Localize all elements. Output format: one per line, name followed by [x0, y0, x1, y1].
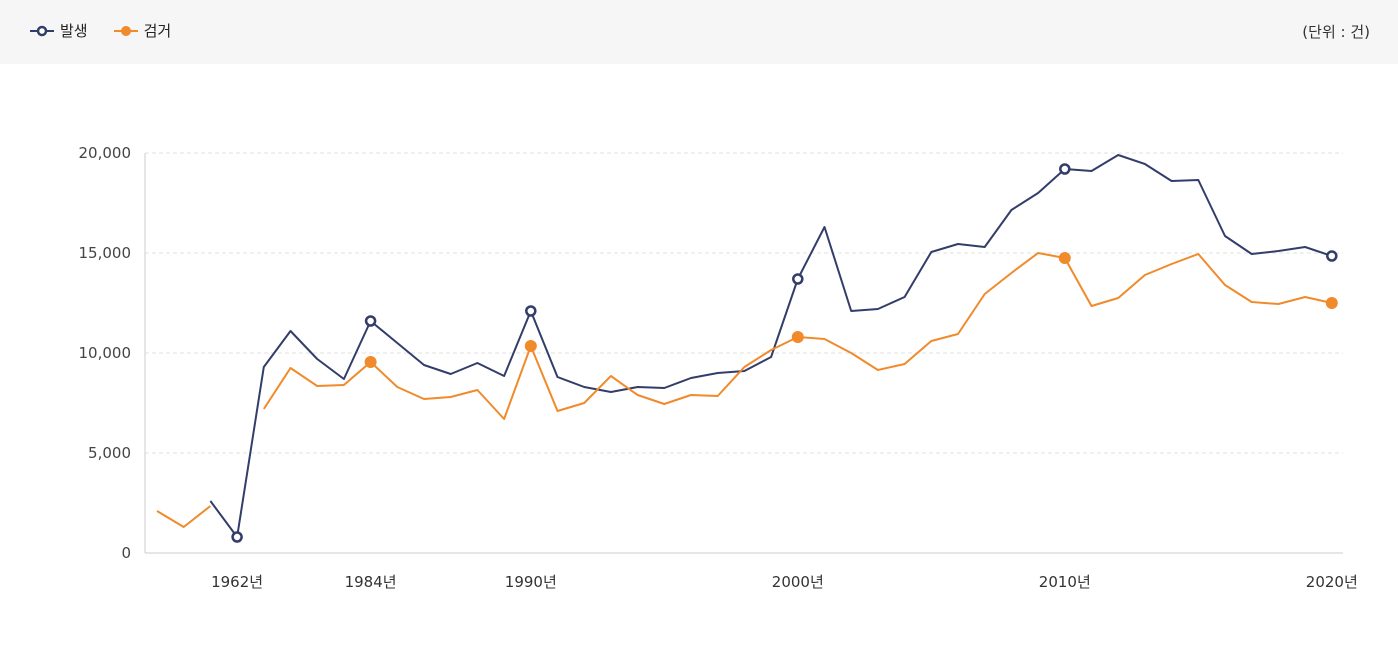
- arrest-series-line: [156, 252, 1333, 528]
- y-tick-label: 5,000: [88, 444, 131, 462]
- x-tick-label: 1962년: [211, 573, 263, 591]
- legend-arrest-label: 검거: [143, 22, 172, 40]
- x-tick-label: 1990년: [505, 573, 557, 591]
- unit-label: (단위 : 건): [1302, 23, 1370, 41]
- occurrence-series-line: [209, 154, 1333, 538]
- x-tick-label: 2020년: [1306, 573, 1358, 591]
- arrest-data-point: [791, 331, 804, 343]
- arrest-data-point: [1058, 252, 1071, 264]
- x-tick-label: 1984년: [345, 573, 397, 591]
- occurrence-data-point: [792, 273, 804, 285]
- legend-occurrence-label: 발생: [60, 22, 88, 40]
- occurrence-data-point: [525, 305, 537, 317]
- arrest-data-point: [364, 356, 377, 368]
- x-tick-label: 2010년: [1039, 573, 1091, 591]
- arrest-data-point: [1325, 297, 1338, 309]
- occurrence-data-point: [231, 531, 243, 543]
- y-tick-label: 15,000: [79, 244, 132, 262]
- legend-item-arrest[interactable]: 검거: [113, 20, 172, 41]
- y-tick-label: 0: [121, 544, 131, 562]
- chart-legend: 발생 검거: [30, 20, 197, 41]
- arrest-legend-icon: [113, 25, 138, 36]
- occurrence-legend-icon: [30, 25, 54, 36]
- arrest-data-point: [524, 340, 537, 352]
- legend-bar: 발생 검거 (단위 : 건): [0, 0, 1398, 64]
- legend-item-occurrence[interactable]: 발생: [30, 20, 88, 41]
- x-tick-label: 2000년: [772, 573, 824, 591]
- occurrence-data-point: [1326, 250, 1338, 262]
- y-tick-label: 10,000: [79, 344, 132, 362]
- occurrence-data-point: [364, 315, 377, 327]
- y-tick-label: 20,000: [79, 144, 132, 162]
- occurrence-data-point: [1059, 163, 1071, 175]
